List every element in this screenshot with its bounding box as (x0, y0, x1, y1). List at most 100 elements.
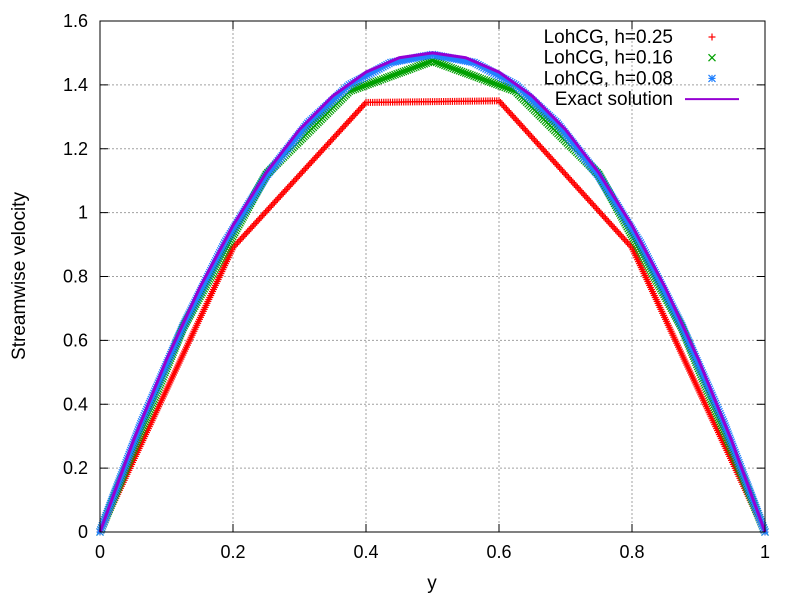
data-point-marker (293, 174, 301, 182)
data-point-marker (245, 226, 253, 234)
data-point-marker (582, 193, 590, 201)
data-point-marker (572, 182, 580, 190)
data-point-marker (499, 82, 508, 91)
data-point-marker (318, 147, 326, 155)
data-point-marker (256, 215, 264, 223)
data-point-marker (298, 168, 306, 176)
data-point-marker (553, 161, 561, 169)
data-point-marker (316, 148, 324, 156)
data-point-marker (349, 113, 357, 121)
legend-label: LohCG, h=0.08 (544, 68, 673, 89)
data-point-marker (355, 107, 363, 115)
data-point-marker (613, 227, 621, 235)
data-point-marker (361, 100, 369, 108)
data-point-marker (399, 67, 408, 76)
data-point-marker (235, 237, 243, 245)
data-point-marker (321, 144, 329, 152)
data-point-marker (445, 63, 454, 71)
data-point-marker (566, 175, 574, 183)
data-point-marker (590, 201, 598, 209)
data-point-marker (270, 199, 278, 207)
data-point-marker (353, 108, 361, 116)
data-point-marker (603, 216, 611, 224)
data-point-marker (495, 81, 503, 90)
data-point-marker (476, 74, 485, 83)
data-point-marker (353, 84, 362, 93)
data-point-marker (533, 139, 541, 147)
data-point-marker (335, 128, 343, 136)
data-point-marker (428, 56, 437, 65)
data-point-marker (352, 110, 360, 118)
data-point-marker (315, 150, 323, 158)
x-tick-label: 0.6 (486, 542, 511, 562)
data-point-marker (505, 85, 514, 93)
data-point-marker (430, 57, 439, 66)
data-point-marker (414, 62, 422, 71)
data-point-marker (501, 83, 510, 92)
grid (100, 21, 765, 532)
data-point-marker (366, 79, 375, 88)
x-axis-label: y (427, 573, 437, 594)
data-point-marker (581, 192, 589, 200)
data-point-marker (288, 179, 296, 187)
data-point-marker (254, 216, 262, 224)
x-tick-label: 0.4 (353, 542, 378, 562)
y-axis-label: Streamwise velocity (9, 192, 30, 360)
data-point-marker (310, 155, 318, 163)
data-point-marker (337, 126, 345, 134)
data-point-marker (535, 141, 543, 149)
data-point-marker (359, 102, 367, 110)
data-point-marker (403, 66, 412, 74)
data-point-marker (236, 236, 244, 244)
data-point-marker (615, 229, 623, 237)
data-point-marker (606, 219, 614, 227)
x-tick-label: 0.2 (220, 542, 245, 562)
data-point-marker (625, 240, 633, 248)
data-point-marker (503, 84, 512, 93)
data-point-marker (324, 140, 332, 148)
legend-label: LohCG, h=0.25 (544, 27, 673, 48)
data-point-marker (465, 70, 474, 79)
data-point-marker (584, 195, 592, 203)
data-point-marker (285, 182, 293, 190)
data-point-marker (508, 112, 516, 120)
data-point-marker (331, 132, 339, 140)
data-point-marker (275, 194, 283, 202)
data-point-marker (594, 206, 602, 214)
y-tick-label: 0 (78, 522, 88, 542)
data-point-marker (495, 97, 503, 105)
data-point-marker (504, 107, 512, 115)
data-point-marker (526, 131, 534, 139)
data-point-marker (472, 72, 481, 81)
data-point-marker (588, 200, 596, 208)
data-point-marker (238, 234, 246, 242)
data-point-marker (511, 115, 519, 123)
data-point-marker (459, 68, 468, 77)
data-point-marker (573, 183, 581, 191)
data-point-marker (622, 237, 630, 245)
data-point-marker (522, 126, 530, 134)
data-point-marker (532, 138, 540, 146)
data-point-marker (322, 142, 330, 150)
data-point-marker (301, 165, 309, 173)
data-point-marker (372, 77, 381, 86)
series-4 (98, 51, 767, 533)
data-point-marker (393, 69, 402, 78)
data-point-marker (233, 239, 241, 247)
data-point-marker (547, 154, 555, 162)
data-point-marker (294, 173, 302, 181)
data-point-marker (585, 196, 593, 204)
data-point-marker (378, 75, 387, 84)
data-point-marker (357, 82, 366, 91)
data-point-marker (259, 211, 267, 219)
data-point-marker (244, 228, 252, 236)
data-point-marker (241, 231, 249, 239)
data-point-marker (490, 79, 499, 88)
legend-marker-swatch (708, 74, 716, 83)
data-point-marker (575, 185, 583, 193)
data-point-marker (281, 187, 289, 195)
data-point-marker (616, 231, 624, 239)
data-point-marker (309, 157, 317, 165)
data-point-marker (513, 116, 521, 124)
